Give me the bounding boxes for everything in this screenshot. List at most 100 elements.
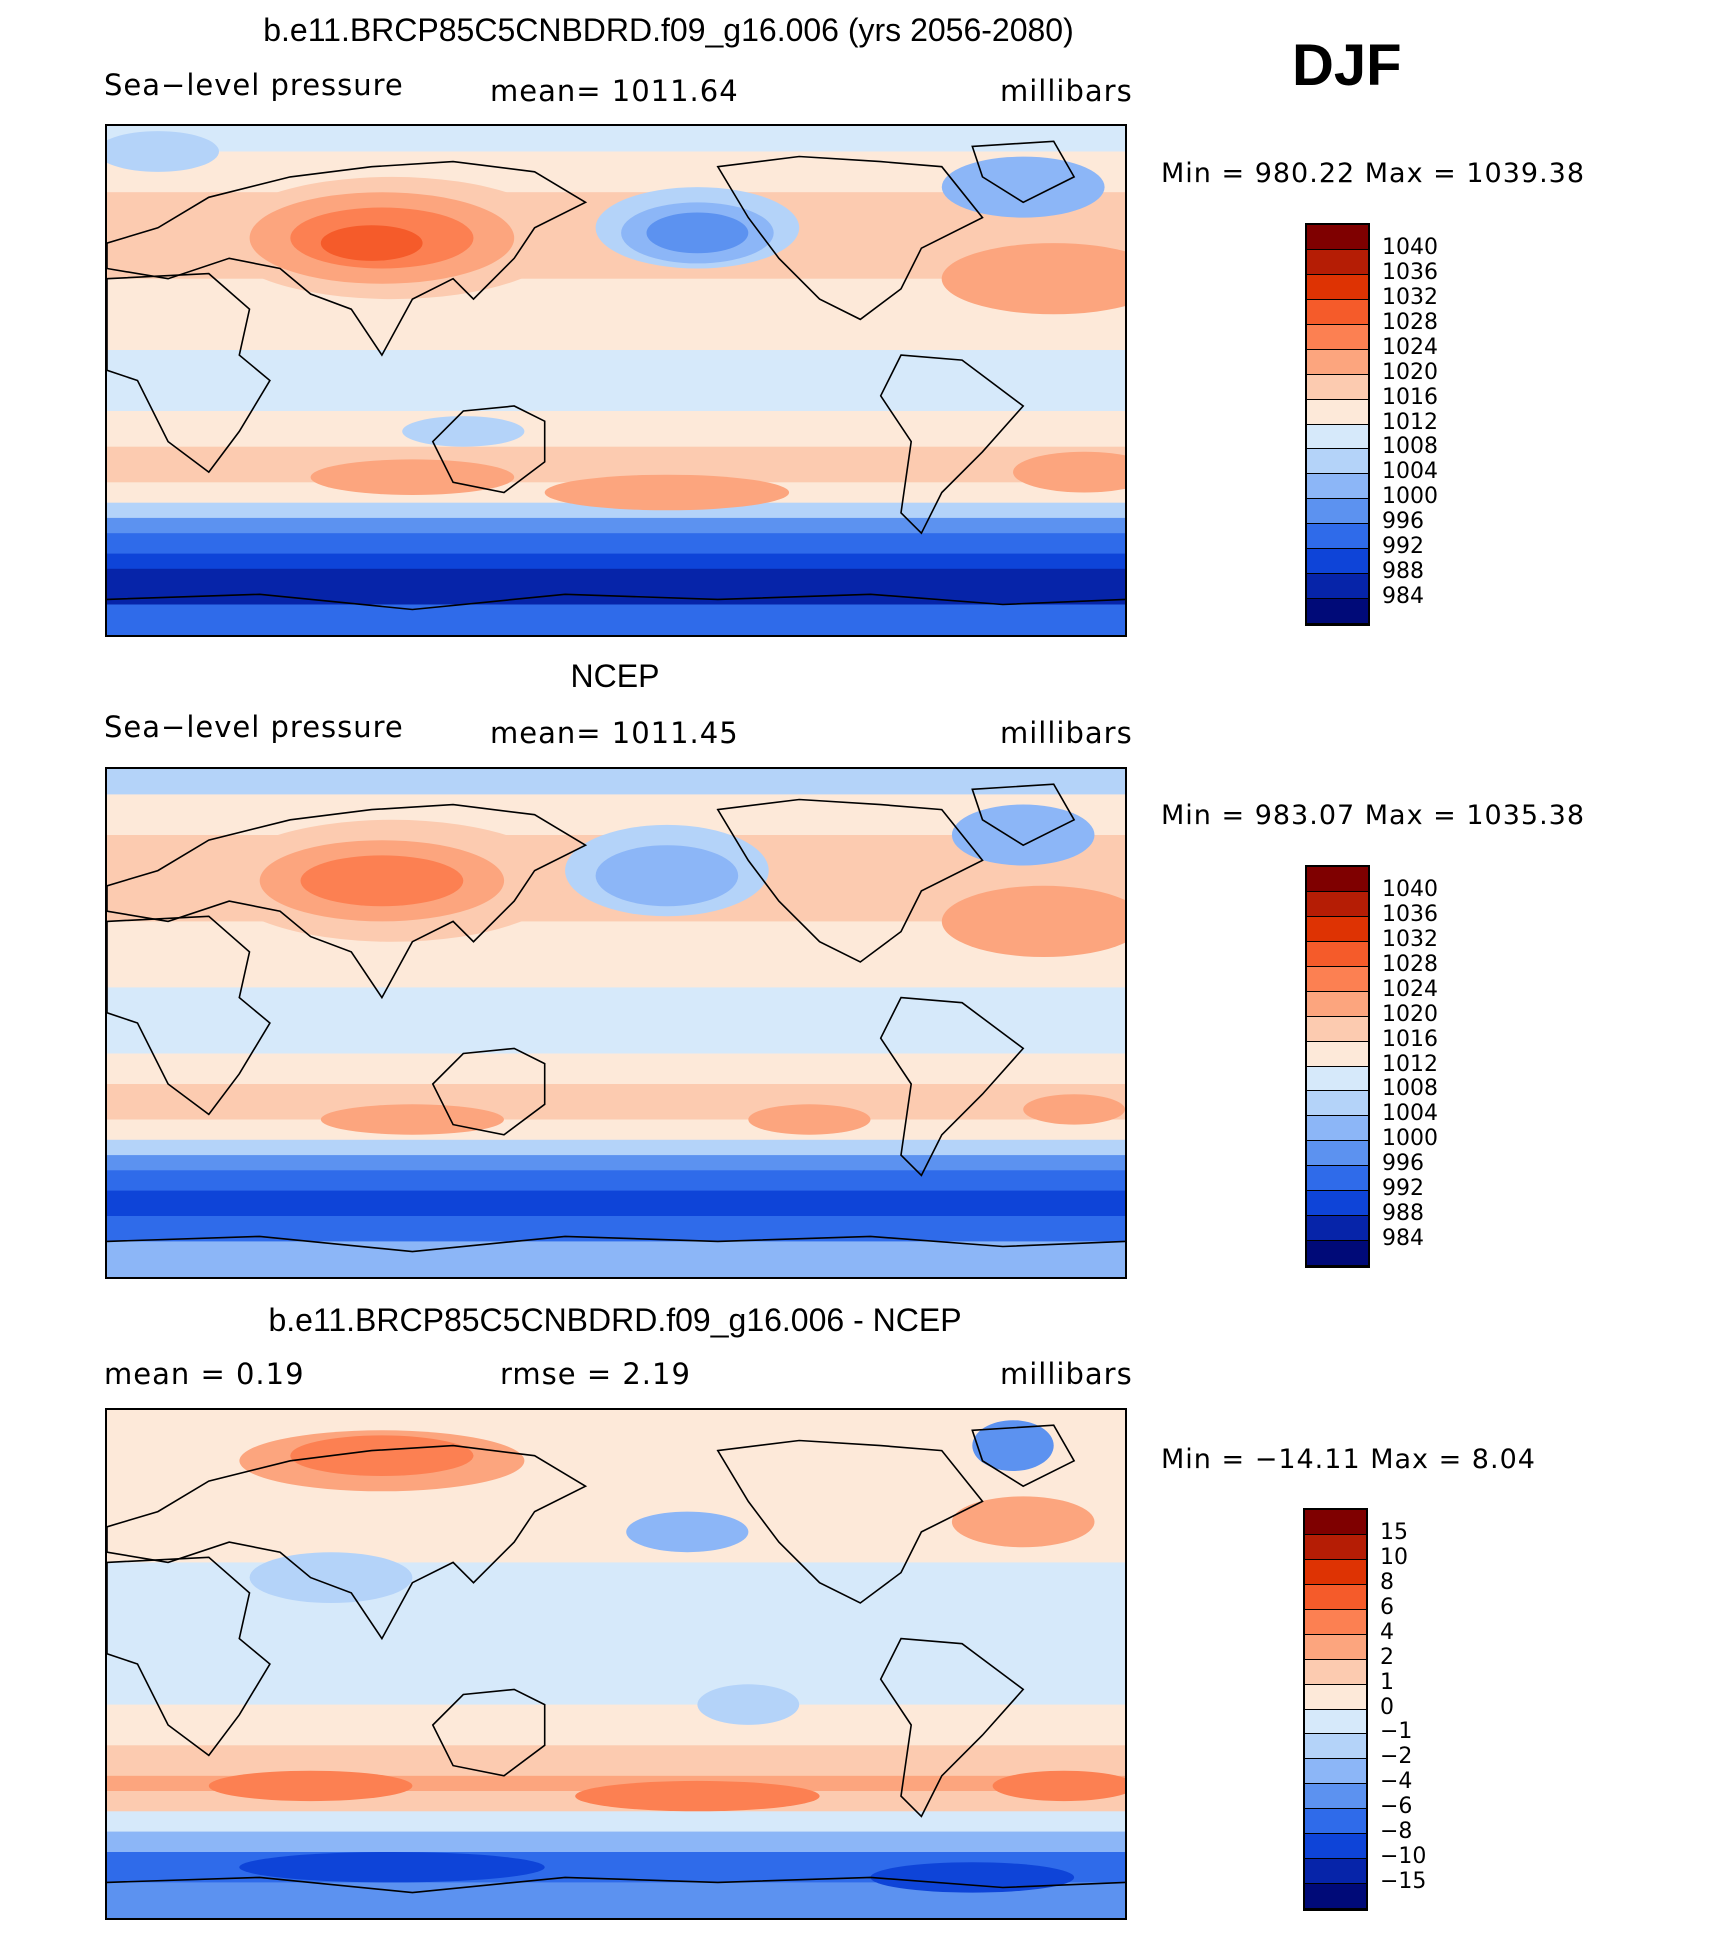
panel-1-variable-label: Sea−level pressure bbox=[104, 68, 404, 102]
colorbar-tick-label: 1036 bbox=[1382, 901, 1438, 927]
field-band bbox=[107, 1139, 1125, 1156]
colorbar-tick-label: −6 bbox=[1380, 1794, 1413, 1820]
field-contour-region bbox=[972, 1420, 1054, 1471]
panel-2-variable-label: Sea−level pressure bbox=[104, 710, 404, 744]
field-band bbox=[107, 1638, 1125, 1706]
field-band bbox=[107, 411, 1125, 448]
coastline bbox=[716, 1439, 984, 1604]
colorbar-tick-label: 1032 bbox=[1382, 926, 1438, 952]
colorbar-swatch bbox=[1305, 1784, 1366, 1810]
colorbar-tick-label: 1024 bbox=[1382, 334, 1438, 360]
colorbar-swatch bbox=[1305, 1634, 1366, 1660]
panel-2-colorbar bbox=[1305, 865, 1370, 1268]
field-band bbox=[107, 568, 1125, 606]
colorbar-swatch bbox=[1307, 916, 1368, 942]
field-contour-region bbox=[951, 1496, 1095, 1548]
colorbar-tick-label: 1008 bbox=[1382, 434, 1438, 460]
coastline bbox=[879, 354, 1025, 535]
colorbar-swatch bbox=[1305, 1734, 1366, 1760]
colorbar-swatch bbox=[1307, 474, 1368, 500]
colorbar-swatch bbox=[1307, 1116, 1368, 1142]
field-contour-region bbox=[575, 1780, 820, 1812]
field-contour-region bbox=[1023, 1094, 1125, 1125]
colorbar-swatch bbox=[1307, 249, 1368, 275]
coastline bbox=[107, 160, 588, 357]
panel-3-title: b.e11.BRCP85C5CNBDRD.f09_g16.006 - NCEP bbox=[268, 1302, 962, 1338]
colorbar-tick-label: 10 bbox=[1380, 1544, 1408, 1570]
colorbar-swatch bbox=[1307, 449, 1368, 475]
colorbar-swatch bbox=[1305, 1510, 1366, 1535]
panel-3-map bbox=[105, 1408, 1127, 1920]
colorbar-swatch bbox=[1305, 1834, 1366, 1860]
colorbar-tick-label: −2 bbox=[1380, 1744, 1413, 1770]
field-band bbox=[107, 1241, 1125, 1277]
coastline bbox=[431, 405, 546, 494]
colorbar-swatch bbox=[1307, 599, 1368, 624]
coastline bbox=[107, 1556, 271, 1757]
colorbar-tick-label: −10 bbox=[1380, 1844, 1427, 1870]
colorbar-tick-label: 1028 bbox=[1382, 309, 1438, 335]
panel-3-colorbar bbox=[1303, 1508, 1368, 1911]
field-band bbox=[107, 502, 1125, 519]
coastline bbox=[716, 798, 984, 963]
coastline bbox=[971, 1424, 1076, 1488]
panel-3-mean: mean = 0.19 bbox=[104, 1357, 305, 1391]
colorbar-tick-label: 1024 bbox=[1382, 976, 1438, 1002]
field-contour-region bbox=[107, 131, 219, 172]
field-band bbox=[107, 1084, 1125, 1121]
field-band bbox=[107, 1170, 1125, 1192]
colorbar-tick-label: −15 bbox=[1380, 1869, 1427, 1895]
field-contour-region bbox=[402, 416, 525, 447]
panel-1-mean: mean= 1011.64 bbox=[490, 74, 739, 108]
field-contour-region bbox=[992, 1770, 1125, 1802]
colorbar-tick-label: 984 bbox=[1382, 584, 1424, 610]
panel-1-colorbar bbox=[1305, 223, 1370, 626]
field-band bbox=[107, 1831, 1125, 1853]
colorbar-swatch bbox=[1307, 499, 1368, 525]
colorbar-tick-label: 992 bbox=[1382, 1176, 1424, 1202]
colorbar-swatch bbox=[1305, 1584, 1366, 1610]
colorbar-tick-label: 1040 bbox=[1382, 876, 1438, 902]
colorbar-swatch bbox=[1307, 549, 1368, 575]
field-band bbox=[107, 1053, 1125, 1085]
colorbar-tick-label: 1032 bbox=[1382, 284, 1438, 310]
field-contour-region bbox=[208, 1770, 413, 1802]
field-band bbox=[107, 1190, 1125, 1217]
colorbar-swatch bbox=[1305, 1609, 1366, 1635]
panel-1-map bbox=[105, 124, 1127, 637]
colorbar-tick-label: 984 bbox=[1382, 1226, 1424, 1252]
colorbar-swatch bbox=[1307, 1041, 1368, 1067]
colorbar-tick-label: 15 bbox=[1380, 1519, 1408, 1545]
colorbar-swatch bbox=[1307, 524, 1368, 550]
colorbar-swatch bbox=[1307, 1141, 1368, 1167]
field-contour-region bbox=[1013, 451, 1125, 493]
colorbar-tick-label: 2 bbox=[1380, 1644, 1394, 1670]
field-band bbox=[107, 1811, 1125, 1833]
coastline bbox=[107, 1444, 588, 1641]
panel-2-units: millibars bbox=[1000, 716, 1133, 750]
field-contour-region bbox=[544, 474, 790, 511]
colorbar-swatch bbox=[1307, 324, 1368, 350]
coastline bbox=[107, 803, 588, 1000]
colorbar-swatch bbox=[1307, 1091, 1368, 1117]
coastline bbox=[971, 783, 1076, 847]
field-contour-region bbox=[941, 243, 1125, 315]
coastline bbox=[107, 915, 271, 1116]
field-band bbox=[107, 533, 1125, 555]
coastline bbox=[431, 1688, 546, 1777]
field-contour-region bbox=[870, 1862, 1075, 1893]
colorbar-swatch bbox=[1305, 1534, 1366, 1560]
field-contour-region bbox=[320, 1104, 504, 1135]
colorbar-swatch bbox=[1305, 1709, 1366, 1735]
coastlines bbox=[107, 140, 1125, 611]
colorbar-tick-label: 4 bbox=[1380, 1619, 1394, 1645]
colorbar-tick-label: 996 bbox=[1382, 1151, 1424, 1177]
coastline bbox=[107, 1235, 1125, 1253]
colorbar-tick-label: 0 bbox=[1380, 1694, 1394, 1720]
panel-1-title: b.e11.BRCP85C5CNBDRD.f09_g16.006 (yrs 20… bbox=[263, 12, 1074, 48]
colorbar-swatch bbox=[1307, 1166, 1368, 1192]
colorbar-tick-label: 1020 bbox=[1382, 1001, 1438, 1027]
panel-2-mean: mean= 1011.45 bbox=[490, 716, 739, 750]
colorbar-tick-label: 1040 bbox=[1382, 234, 1438, 260]
field-contour-region bbox=[249, 1552, 413, 1603]
